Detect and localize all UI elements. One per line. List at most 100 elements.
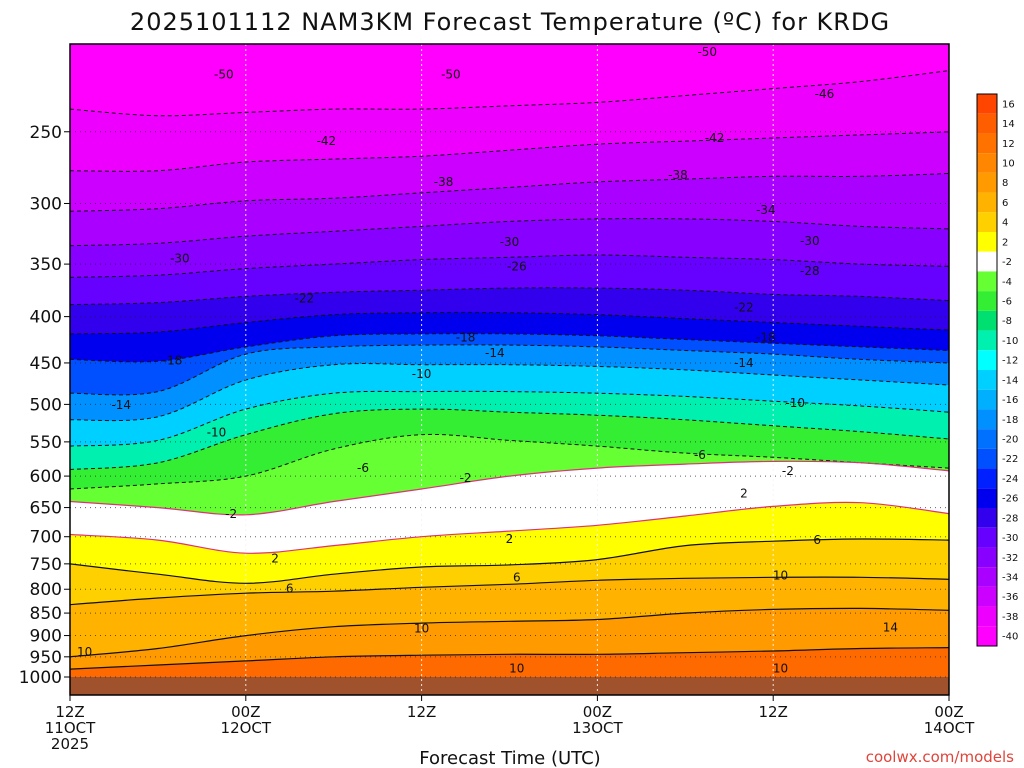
x-tick-label: 2025 xyxy=(51,735,89,753)
contour-lines xyxy=(70,70,949,670)
plot-frame xyxy=(69,43,950,696)
contour-line xyxy=(70,363,949,422)
x-tick-label: 13OCT xyxy=(572,719,623,737)
contour-label: 10 xyxy=(773,569,788,583)
contour-label: -50 xyxy=(214,67,234,81)
colorbar-swatch xyxy=(977,271,997,292)
contour-label: -10 xyxy=(412,367,432,381)
contour-label: 6 xyxy=(513,570,521,584)
contour-label: -10 xyxy=(207,425,227,439)
contour-label: 6 xyxy=(813,533,821,547)
colorbar-swatch xyxy=(977,251,997,272)
y-tick-label: 250 xyxy=(30,123,62,143)
x-tick-label: 00Z xyxy=(934,703,963,721)
colorbar-swatch xyxy=(977,172,997,193)
x-tick-label: 12Z xyxy=(407,703,436,721)
x-tick-label: 14OCT xyxy=(924,719,975,737)
colorbar-swatch xyxy=(977,448,997,469)
colorbar-label: 10 xyxy=(1002,159,1015,170)
contour-label: -30 xyxy=(800,234,820,248)
temperature-bands xyxy=(70,44,949,695)
colorbar-label: -38 xyxy=(1002,612,1018,623)
colorbar-swatch xyxy=(977,370,997,390)
contour-line xyxy=(70,333,949,363)
colorbar-legend: 16 14 12 10 8 6 4 2 -2 -4 -6 -8 -10 -12 -14 -16 -18 -20 -2… xyxy=(976,93,1018,647)
x-tick-label: 12OCT xyxy=(221,719,272,737)
contour-line xyxy=(70,576,949,606)
y-tick-label: 1000 xyxy=(19,668,62,688)
contour-label: -42 xyxy=(317,134,337,148)
y-axis: 250 300 350 400 450 500 550 600 650 700 750 800 850 9… xyxy=(19,123,70,688)
colorbar-label: 8 xyxy=(1002,178,1008,189)
contour-line xyxy=(70,538,949,584)
colorbar-swatch xyxy=(977,567,997,587)
colorbar-label: -34 xyxy=(1002,573,1018,584)
contour-line xyxy=(70,433,949,490)
colorbar-swatch xyxy=(977,113,997,134)
contour-label: -18 xyxy=(163,353,183,367)
y-tick-label: 850 xyxy=(30,604,62,624)
contour-label: -26 xyxy=(507,259,527,273)
colorbar-swatch xyxy=(977,389,997,410)
contour-label: -14 xyxy=(485,346,505,360)
contour-label: 10 xyxy=(773,662,788,676)
contour-label: -14 xyxy=(734,356,754,370)
contour-line xyxy=(70,173,949,212)
colorbar-label: 12 xyxy=(1002,139,1015,150)
colorbar-swatch xyxy=(977,527,997,548)
colorbar-label: -4 xyxy=(1002,277,1012,288)
colorbar-label: -32 xyxy=(1002,553,1018,564)
y-tick-label: 400 xyxy=(30,308,62,328)
credit-text: coolwx.com/models xyxy=(866,748,1014,766)
x-axis-label: Forecast Time (UTC) xyxy=(419,748,600,768)
chart-title: 2025101112 NAM3KM Forecast Temperature (… xyxy=(130,8,890,36)
y-tick-label: 700 xyxy=(30,528,62,548)
contour-label: 10 xyxy=(509,662,524,676)
colorbar-swatch xyxy=(977,133,997,154)
contour-label: -38 xyxy=(668,168,688,182)
contour-label: -34 xyxy=(756,203,776,217)
colorbar-label: -12 xyxy=(1002,356,1018,367)
contour-label: -10 xyxy=(785,396,805,410)
colorbar-swatch xyxy=(977,94,997,114)
contour-label: 2 xyxy=(506,532,514,546)
contour-label: 14 xyxy=(883,621,898,635)
y-tick-label: 550 xyxy=(30,433,62,453)
contour-label: -6 xyxy=(357,461,369,475)
y-tick-label: 350 xyxy=(30,255,62,275)
colorbar-swatch xyxy=(977,350,997,370)
colorbar-label: 14 xyxy=(1002,119,1015,130)
colorbar-label: -20 xyxy=(1002,435,1018,446)
contour-label: 10 xyxy=(77,645,92,659)
contour-label: -30 xyxy=(170,251,190,265)
contour-label: -18 xyxy=(756,331,776,345)
y-tick-label: 300 xyxy=(30,194,62,214)
colorbar-label: 16 xyxy=(1002,99,1015,110)
contour-label: -50 xyxy=(441,67,461,81)
contour-line xyxy=(70,408,949,470)
y-tick-label: 600 xyxy=(30,467,62,487)
contour-label: -38 xyxy=(434,175,454,189)
contour-label: -30 xyxy=(500,235,520,249)
contour-label: -6 xyxy=(694,448,706,462)
colorbar-swatch xyxy=(977,291,997,311)
colorbar-label: -28 xyxy=(1002,513,1018,524)
ground-strip xyxy=(70,677,949,695)
x-tick-label: 00Z xyxy=(583,703,612,721)
colorbar-frame xyxy=(976,93,998,647)
y-tick-label: 950 xyxy=(30,648,62,668)
colorbar-label: -22 xyxy=(1002,454,1018,465)
colorbar-label: 2 xyxy=(1002,237,1008,248)
contour-label: -50 xyxy=(697,45,717,59)
contour-line xyxy=(70,460,949,516)
y-tick-label: 450 xyxy=(30,354,62,374)
colorbar-swatch xyxy=(977,153,997,173)
contour-line xyxy=(70,311,949,335)
colorbar-swatch xyxy=(977,310,997,331)
y-tick-label: 750 xyxy=(30,555,62,575)
contour-label: -2 xyxy=(782,464,794,478)
contour-label: -2 xyxy=(225,507,237,521)
colorbar-swatch xyxy=(977,468,997,489)
contour-line xyxy=(70,390,949,447)
contour-label: 10 xyxy=(414,622,429,636)
